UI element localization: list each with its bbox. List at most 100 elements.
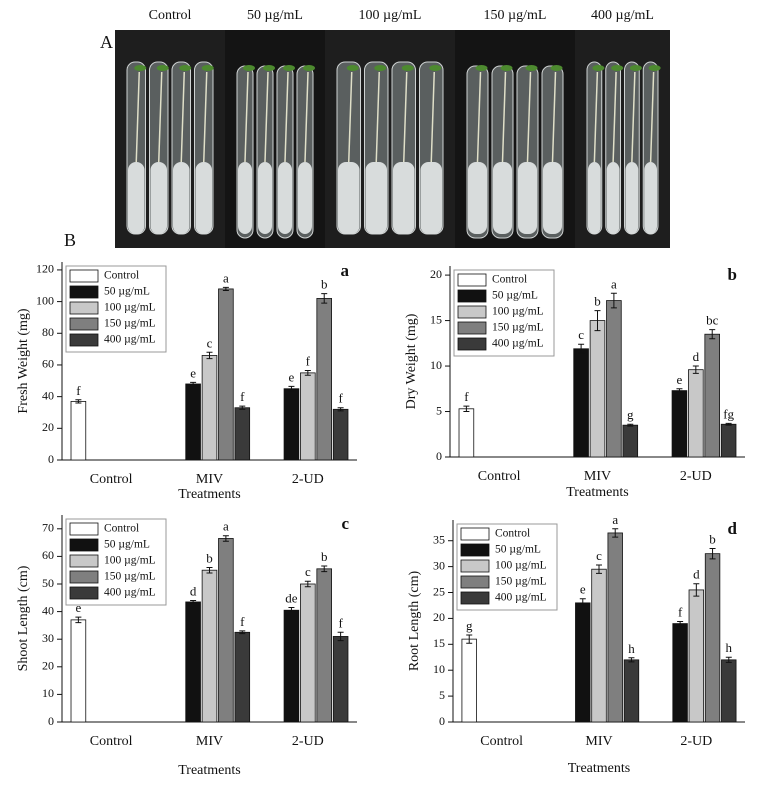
seedling <box>264 71 269 163</box>
bar <box>185 383 201 461</box>
error-bar <box>239 630 246 635</box>
error-bar <box>677 621 684 627</box>
leaf <box>648 65 661 71</box>
error-bar <box>676 388 683 393</box>
panel-letter: d <box>728 519 738 538</box>
bar <box>720 423 737 458</box>
legend-label: 50 µg/mL <box>104 286 150 298</box>
legend-label: 150 µg/mL <box>104 571 156 583</box>
significance-letter: e <box>677 372 683 387</box>
bar <box>283 388 300 461</box>
significance-letter: c <box>596 548 602 563</box>
leaf <box>525 65 538 71</box>
legend-label: 100 µg/mL <box>495 560 547 572</box>
y-tick-label: 20 <box>42 420 54 434</box>
error-bar <box>190 381 197 387</box>
bar <box>332 636 349 723</box>
y-tick-label: 5 <box>439 688 445 702</box>
significance-letter: f <box>240 614 245 629</box>
error-bar <box>463 405 470 413</box>
chart: 010203040506070ControleMIVdbaf2-UDdecbfC… <box>16 514 357 778</box>
significance-letter: b <box>321 549 328 564</box>
y-tick-label: 0 <box>439 714 445 728</box>
panel-letter: a <box>341 261 350 280</box>
legend-swatch <box>457 321 487 335</box>
x-tick-label: MIV <box>196 472 223 487</box>
significance-letter: h <box>726 640 733 655</box>
significance-letter: g <box>627 407 634 422</box>
legend-label: 150 µg/mL <box>492 322 544 334</box>
significance-letter: h <box>628 641 635 656</box>
y-tick-label: 10 <box>430 358 442 372</box>
panel-letter: c <box>341 514 349 533</box>
significance-letter: a <box>611 276 617 291</box>
bar <box>201 355 218 461</box>
legend-swatch <box>69 269 99 283</box>
x-tick-label: 2-UD <box>292 734 324 749</box>
leaf <box>500 65 513 71</box>
error-bar <box>321 565 328 573</box>
agar <box>195 162 212 234</box>
legend-swatch <box>69 317 99 331</box>
legend-swatch <box>457 337 487 351</box>
agar <box>150 162 167 234</box>
seedling <box>612 71 617 163</box>
x-tick-label: Control <box>480 734 523 749</box>
leaf <box>629 65 642 71</box>
significance-letter: de <box>285 590 298 605</box>
bar <box>70 619 87 723</box>
error-bar <box>628 657 635 663</box>
legend-swatch <box>457 273 487 287</box>
significance-letter: b <box>206 550 213 565</box>
legend-label: 150 µg/mL <box>104 318 156 330</box>
error-bar <box>304 580 311 588</box>
legend-label: 50 µg/mL <box>495 544 541 556</box>
y-tick-label: 60 <box>42 548 54 562</box>
leaf <box>134 65 147 71</box>
seedling <box>551 71 557 163</box>
y-tick-label: 20 <box>42 659 54 673</box>
x-tick-label: 2-UD <box>680 734 712 749</box>
x-tick-label: MIV <box>196 734 223 749</box>
error-bar <box>610 292 617 309</box>
x-tick-label: 2-UD <box>292 472 324 487</box>
legend-swatch <box>69 522 99 536</box>
agar <box>588 162 601 234</box>
seedling <box>501 71 507 163</box>
y-tick-label: 5 <box>436 403 442 417</box>
panel-letter: b <box>728 265 737 284</box>
x-tick-label: MIV <box>585 734 612 749</box>
bar <box>622 424 639 458</box>
bar <box>688 369 704 458</box>
agar <box>173 162 190 234</box>
seedling <box>244 71 249 163</box>
y-tick-label: 30 <box>42 631 54 645</box>
seedling <box>304 71 309 163</box>
bar <box>283 609 300 723</box>
error-bar <box>222 286 229 292</box>
legend-label: 100 µg/mL <box>104 302 156 314</box>
y-tick-label: 60 <box>42 357 54 371</box>
error-bar <box>206 351 213 360</box>
legend-label: Control <box>495 528 530 540</box>
y-tick-label: 20 <box>433 610 445 624</box>
error-bar <box>612 528 619 538</box>
y-tick-label: 0 <box>48 714 54 728</box>
significance-letter: e <box>190 365 196 380</box>
significance-letter: f <box>338 391 343 406</box>
legend-label: Control <box>492 274 527 286</box>
error-bar <box>578 343 585 354</box>
error-bar <box>725 422 732 426</box>
leaf <box>156 65 169 71</box>
bar <box>70 400 87 461</box>
legend-swatch <box>460 543 490 557</box>
significance-letter: bc <box>706 313 719 328</box>
legend-swatch <box>69 285 99 299</box>
x-axis-title: Treatments <box>178 763 240 778</box>
x-tick-label: Control <box>478 469 521 484</box>
photo-panel-label: A <box>100 32 113 52</box>
error-bar <box>321 293 328 304</box>
chart: 05101520ControlfMIVcbag2-UDedbcfgControl… <box>404 265 745 500</box>
error-bar <box>239 405 246 410</box>
